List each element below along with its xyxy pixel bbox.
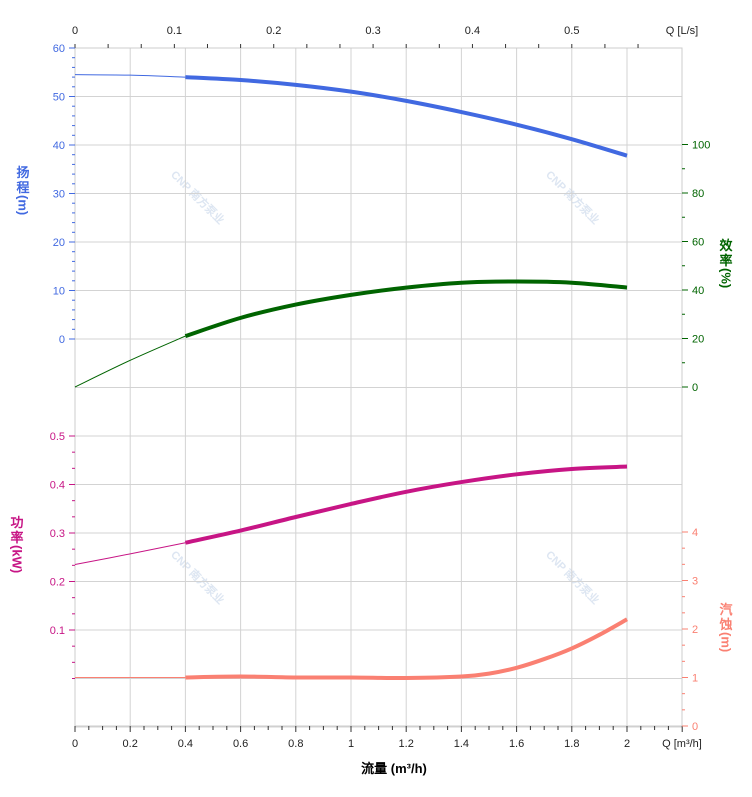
y-tick-label: 100 [692, 140, 710, 152]
y-tick-label: 4 [692, 527, 698, 539]
x-tick-label-bottom: 0.8 [288, 738, 303, 750]
y-tick-label: 0 [692, 721, 698, 733]
curve-1-extrapolated [74, 335, 186, 388]
x-tick-label-bottom: 1.2 [399, 738, 414, 750]
curve-0-operating [185, 75, 628, 158]
x-tick-label-bottom: 0.2 [123, 738, 138, 750]
x-tick-label-top: 0.1 [167, 25, 182, 37]
y-tick-label: 10 [53, 286, 65, 298]
y-tick-label: 0.1 [50, 625, 65, 637]
x-tick-label-bottom: 1.8 [564, 738, 579, 750]
y-tick-label: 0.5 [50, 431, 65, 443]
x-tick-label-top: 0.4 [465, 25, 480, 37]
efficiency-axis-label: 效率 (%) [718, 238, 734, 289]
y-tick-label: 0.4 [50, 480, 65, 492]
y-tick-label: 80 [692, 188, 704, 200]
x-unit-top: Q [L/s] [666, 25, 698, 37]
y-tick-label: 0 [692, 382, 698, 394]
x-tick-label-bottom: 1.4 [454, 738, 469, 750]
x-tick-label-bottom: 0.6 [233, 738, 248, 750]
y-tick-label: 40 [53, 140, 65, 152]
watermark: CNP 南方泵业 [543, 167, 602, 226]
y-tick-label: 20 [692, 334, 704, 346]
power-axis-label: 功率 (kW) [9, 515, 25, 574]
y-tick-label: 2 [692, 624, 698, 636]
x-unit-bottom: Q [m³/h] [662, 738, 702, 750]
y-tick-label: 0.3 [50, 528, 65, 540]
watermark: CNP 南方泵业 [543, 547, 602, 606]
y-tick-label: 1 [692, 673, 698, 685]
y-tick-label: 50 [53, 92, 65, 104]
x-tick-label-bottom: 0 [72, 738, 78, 750]
curve-1-operating [184, 279, 628, 338]
y-tick-label: 20 [53, 237, 65, 249]
watermark: CNP 南方泵业 [168, 167, 227, 226]
y-tick-label: 0.2 [50, 577, 65, 589]
x-tick-label-top: 0.3 [365, 25, 380, 37]
x-tick-label-bottom: 1 [348, 738, 354, 750]
curve-0-extrapolated [74, 74, 186, 78]
head-axis-label: 扬程 (m) [15, 165, 31, 216]
y-tick-label: 30 [53, 189, 65, 201]
y-tick-label: 60 [53, 43, 65, 55]
y-tick-label: 3 [692, 576, 698, 588]
y-tick-label: 0 [59, 334, 65, 346]
x-tick-label-bottom: 0.4 [178, 738, 193, 750]
y-tick-label: 60 [692, 237, 704, 249]
x-tick-label-top: 0.5 [564, 25, 579, 37]
x-axis-title: 流量 (m³/h) [361, 761, 427, 776]
x-tick-label-top: 0.2 [266, 25, 281, 37]
npsh-axis-label: 汽蚀 (m) [718, 602, 734, 653]
curve-3-operating [185, 617, 628, 681]
x-tick-label-top: 0 [72, 25, 78, 37]
watermark: CNP 南方泵业 [168, 547, 227, 606]
curve-2-operating [184, 464, 628, 545]
x-tick-label-bottom: 1.6 [509, 738, 524, 750]
curve-2-extrapolated [74, 542, 186, 566]
y-tick-label: 40 [692, 285, 704, 297]
x-tick-label-bottom: 2 [624, 738, 630, 750]
